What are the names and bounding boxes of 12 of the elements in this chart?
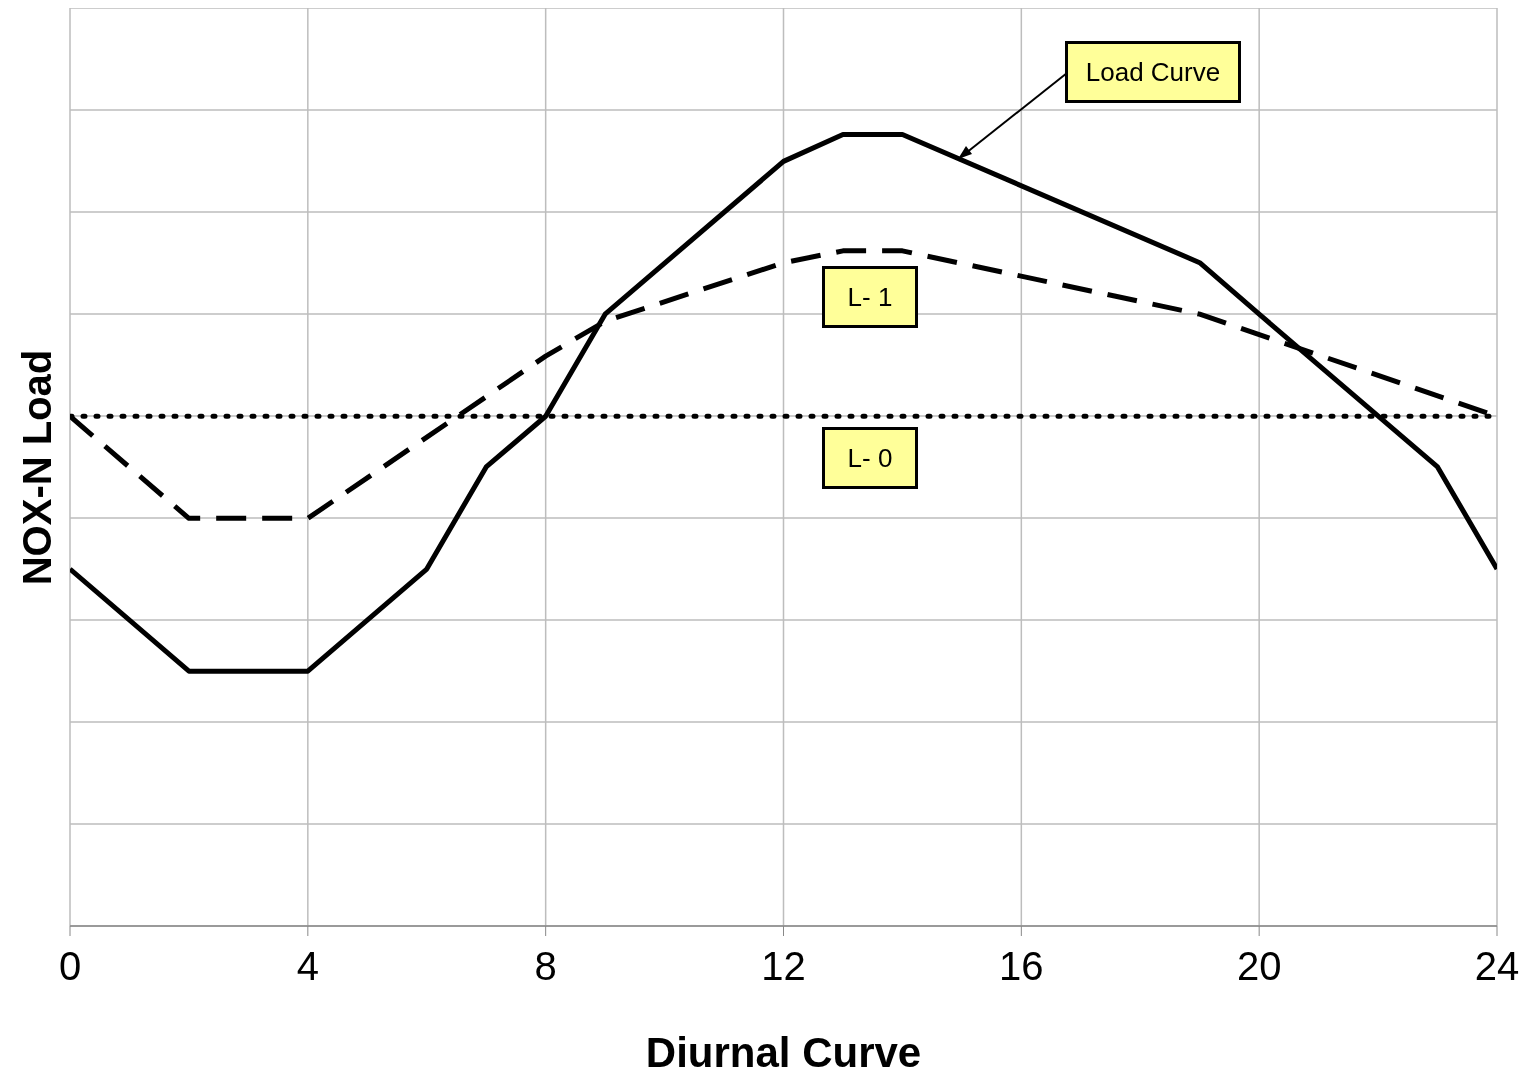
series-label: L- 1 (822, 266, 918, 328)
x-axis-title: Diurnal Curve (645, 1029, 922, 1076)
x-tick-label: 16 (999, 944, 1044, 989)
x-tick-label: 24 (1474, 944, 1520, 989)
y-axis-title: NOX-N Load (15, 349, 61, 585)
series-label: L- 0 (822, 427, 918, 489)
x-tick-label: 0 (58, 944, 82, 989)
x-tick-label: 20 (1236, 944, 1282, 989)
text: Load Curve (1065, 41, 1241, 103)
x-tick-label: 4 (296, 944, 319, 989)
x-tick-label: 12 (761, 944, 806, 989)
x-tick-label: 8 (534, 944, 557, 989)
